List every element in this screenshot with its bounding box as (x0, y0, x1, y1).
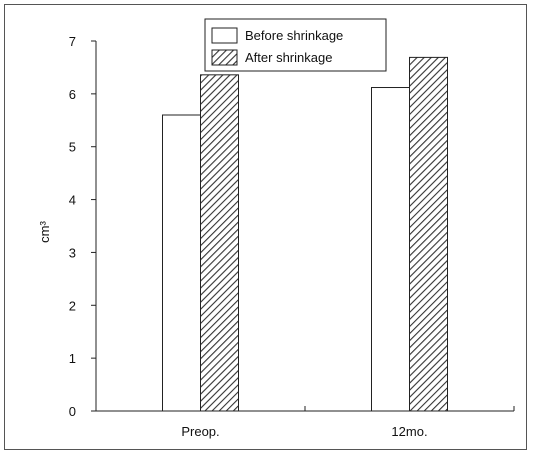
legend: Before shrinkage After shrinkage (204, 18, 387, 72)
axes (95, 41, 514, 412)
bar-before-shrinkage (371, 87, 410, 412)
y-tick-label: 0 (69, 404, 76, 419)
y-tick-label: 1 (69, 351, 76, 366)
bars (162, 56, 448, 412)
y-ticks: 0 1 2 3 4 5 6 7 (69, 34, 96, 419)
y-tick-label: 6 (69, 87, 76, 102)
bar-before-shrinkage (162, 114, 201, 412)
y-axis-label: cm³ (37, 221, 52, 243)
y-tick-label: 2 (69, 298, 76, 313)
y-tick-label: 7 (69, 34, 76, 49)
bar-after-shrinkage (409, 56, 448, 412)
x-category-label: 12mo. (391, 424, 427, 439)
legend-swatch-after (211, 49, 238, 66)
x-ticks: Preop. 12mo. (181, 406, 515, 439)
legend-swatch-before (211, 27, 238, 44)
y-tick-label: 5 (69, 140, 76, 155)
legend-label-after: After shrinkage (245, 50, 332, 65)
bar-after-shrinkage (200, 74, 239, 412)
y-tick-label: 3 (69, 245, 76, 260)
y-tick-label: 4 (69, 193, 76, 208)
legend-label-before: Before shrinkage (245, 28, 343, 43)
x-category-label: Preop. (181, 424, 219, 439)
